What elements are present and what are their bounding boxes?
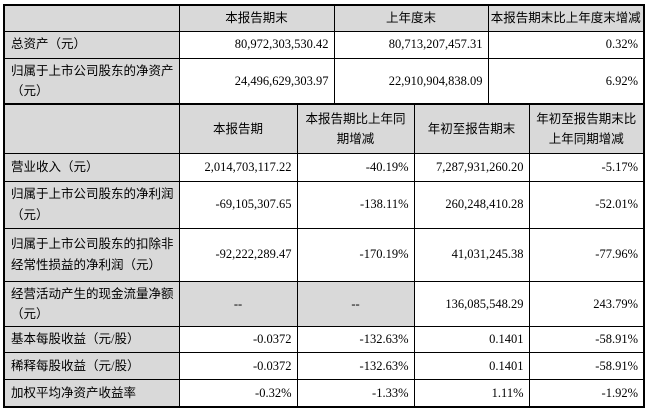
cell-value: -77.96% [528, 227, 645, 282]
cell-value: -0.0372 [178, 352, 298, 380]
col-header-prior-year-end: 上年度末 [333, 4, 489, 32]
cell-value: -138.11% [296, 180, 415, 229]
table-row: 加权平均净资产收益率 -0.32% -1.33% 1.11% -1.92% [3, 379, 645, 407]
table-header-row: 本报告期 本报告期比上年同期增减 年初至报告期末 年初至报告期末比上年同期增减 [3, 103, 645, 154]
table-header-row: 本报告期末 上年度末 本报告期末比上年度末增减 [3, 4, 645, 32]
cell-not-applicable: -- [296, 280, 415, 327]
cell-value: -0.32% [178, 379, 298, 407]
table-row: 经营活动产生的现金流量净额（元） -- -- 136,085,548.29 24… [3, 280, 645, 327]
col-header-change-vs-same-period: 本报告期比上年同期增减 [296, 103, 415, 154]
cell-value: 80,972,303,530.42 [178, 30, 335, 59]
col-header-ytd-change-vs-same-period: 年初至报告期末比上年同期增减 [528, 103, 645, 154]
cell-value: 0.32% [487, 30, 645, 59]
cell-value: -69,105,307.65 [178, 180, 298, 229]
cell-value: -92,222,289.47 [178, 227, 298, 282]
financial-summary-document: 本报告期末 上年度末 本报告期末比上年度末增减 总资产（元） 80,972,30… [3, 4, 645, 408]
balance-sheet-summary-table: 本报告期末 上年度末 本报告期末比上年度末增减 总资产（元） 80,972,30… [3, 4, 645, 105]
performance-summary-table: 本报告期 本报告期比上年同期增减 年初至报告期末 年初至报告期末比上年同期增减 … [3, 103, 645, 408]
cell-value: 0.1401 [413, 352, 530, 380]
col-header-current-period: 本报告期 [178, 103, 298, 154]
row-label-total-assets: 总资产（元） [3, 30, 180, 59]
cell-value: -58.91% [528, 352, 645, 380]
col-header-change-vs-prior-year-end: 本报告期末比上年度末增减 [487, 4, 645, 32]
table-row: 总资产（元） 80,972,303,530.42 80,713,207,457.… [3, 30, 645, 59]
col-header-current-period-end: 本报告期末 [178, 4, 335, 32]
cell-value: -0.0372 [178, 326, 298, 353]
row-label-basic-eps: 基本每股收益（元/股） [3, 326, 180, 353]
row-label-diluted-eps: 稀释每股收益（元/股） [3, 352, 180, 380]
row-label-operating-revenue: 营业收入（元） [3, 152, 180, 182]
cell-value: 1.11% [413, 379, 530, 407]
cell-value: 22,910,904,838.09 [333, 57, 489, 105]
cell-value: -132.63% [296, 352, 415, 380]
cell-value: 6.92% [487, 57, 645, 105]
cell-value: 243.79% [528, 280, 645, 327]
cell-value: -132.63% [296, 326, 415, 353]
cell-value: -40.19% [296, 152, 415, 182]
cell-value: 7,287,931,260.20 [413, 152, 530, 182]
cell-value: -5.17% [528, 152, 645, 182]
cell-value: 136,085,548.29 [413, 280, 530, 327]
table-row: 稀释每股收益（元/股） -0.0372 -132.63% 0.1401 -58.… [3, 352, 645, 380]
cell-value: 2,014,703,117.22 [178, 152, 298, 182]
cell-not-applicable: -- [178, 280, 298, 327]
cell-value: 24,496,629,303.97 [178, 57, 335, 105]
empty-corner-header [3, 103, 180, 154]
cell-value: -52.01% [528, 180, 645, 229]
cell-value: -1.92% [528, 379, 645, 407]
table-row: 营业收入（元） 2,014,703,117.22 -40.19% 7,287,9… [3, 152, 645, 182]
empty-corner-header [3, 4, 180, 32]
cell-value: 0.1401 [413, 326, 530, 353]
row-label-operating-cash-flow: 经营活动产生的现金流量净额（元） [3, 280, 180, 327]
row-label-net-profit-excl-nonrecurring: 归属于上市公司股东的扣除非经常性损益的净利润（元） [3, 227, 180, 282]
table-row: 归属于上市公司股东的净利润（元） -69,105,307.65 -138.11%… [3, 180, 645, 229]
table-row: 归属于上市公司股东的净资产（元） 24,496,629,303.97 22,91… [3, 57, 645, 105]
table-row: 基本每股收益（元/股） -0.0372 -132.63% 0.1401 -58.… [3, 326, 645, 353]
table-row: 归属于上市公司股东的扣除非经常性损益的净利润（元） -92,222,289.47… [3, 227, 645, 282]
row-label-weighted-avg-roe: 加权平均净资产收益率 [3, 379, 180, 407]
cell-value: 41,031,245.38 [413, 227, 530, 282]
cell-value: -1.33% [296, 379, 415, 407]
row-label-net-profit: 归属于上市公司股东的净利润（元） [3, 180, 180, 229]
row-label-net-assets: 归属于上市公司股东的净资产（元） [3, 57, 180, 105]
col-header-year-to-date: 年初至报告期末 [413, 103, 530, 154]
cell-value: -170.19% [296, 227, 415, 282]
cell-value: -58.91% [528, 326, 645, 353]
cell-value: 260,248,410.28 [413, 180, 530, 229]
cell-value: 80,713,207,457.31 [333, 30, 489, 59]
